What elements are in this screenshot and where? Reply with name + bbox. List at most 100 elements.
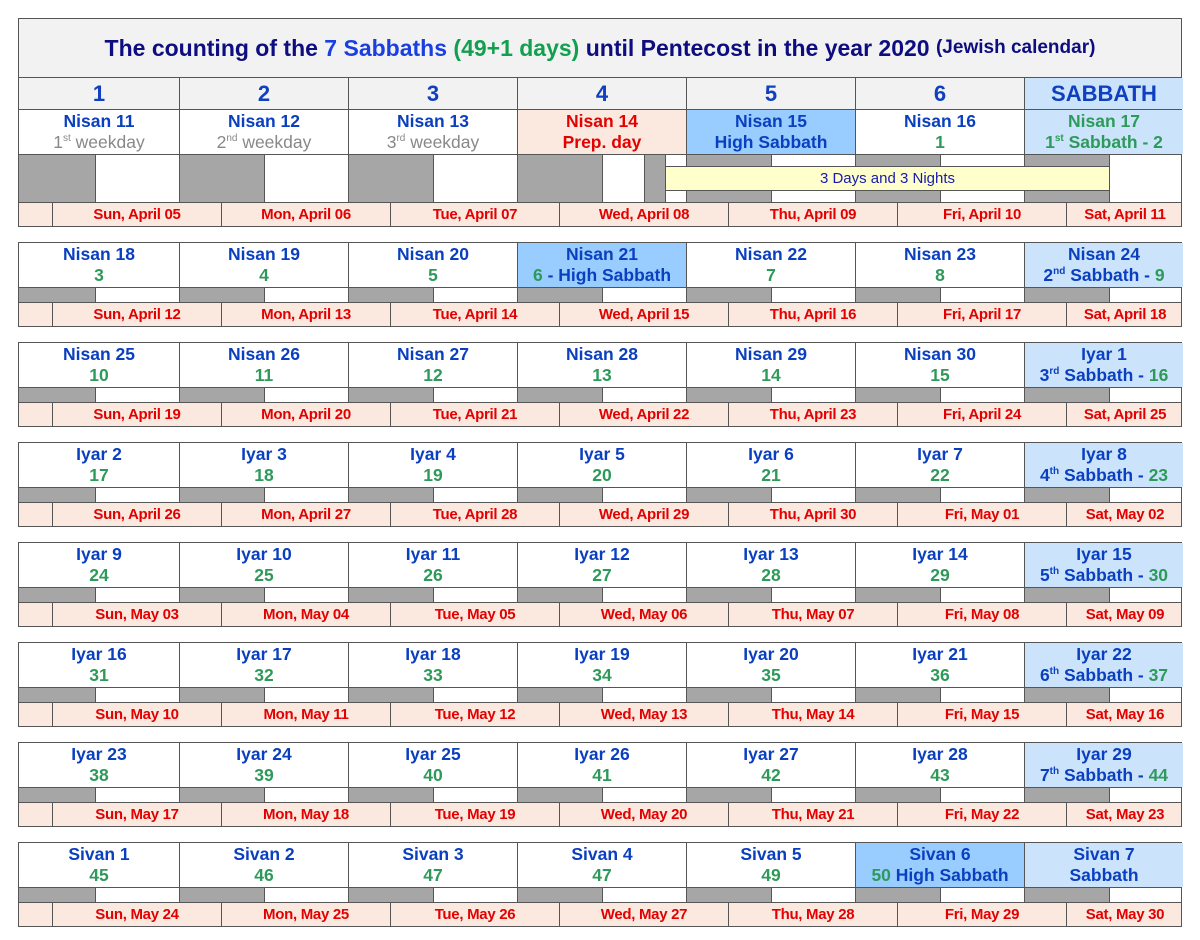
day-segment [603, 588, 686, 602]
hebrew-date: Iyar 3 [241, 444, 287, 464]
night-day-bar [349, 788, 518, 802]
day-count: 13 [518, 365, 686, 386]
day-cell: Iyar 22 6th Sabbath - 37 [1025, 643, 1183, 687]
night-segment [19, 588, 96, 602]
day-count-part: 4 [259, 265, 269, 285]
day-segment [434, 388, 517, 402]
day-count-part: 19 [423, 465, 443, 485]
night-segment [349, 155, 434, 202]
night-day-bar [687, 688, 856, 702]
day-count-part: rd [396, 133, 406, 144]
gregorian-date: Wed, May 27 [560, 903, 729, 926]
night-day-bar-row [19, 388, 1181, 403]
day-segment [96, 688, 179, 702]
gregorian-date: Wed, May 06 [560, 603, 729, 626]
day-count-part: 35 [761, 665, 781, 685]
day-cell: Iyar 3 18 [180, 443, 349, 487]
hebrew-date: Iyar 23 [71, 744, 127, 764]
gregorian-date: Tue, April 28 [391, 503, 560, 526]
column-header: 3 [349, 78, 518, 109]
day-names-row: Nisan 11 1st weekday Nisan 12 2nd weekday Ni… [19, 110, 1183, 155]
gregorian-date: Mon, May 25 [222, 903, 391, 926]
day-cell: Iyar 6 21 [687, 443, 856, 487]
day-count-part: 31 [89, 665, 109, 685]
night-segment [1025, 588, 1110, 602]
night-segment [180, 388, 265, 402]
hebrew-date: Nisan 20 [397, 244, 469, 264]
day-count: 40 [349, 765, 517, 786]
hebrew-date: Sivan 6 [909, 844, 971, 864]
hebrew-date: Nisan 19 [228, 244, 300, 264]
day-cell: Iyar 20 35 [687, 643, 856, 687]
day-count-part: th [1049, 666, 1060, 677]
day-count-part: nd [1053, 266, 1066, 277]
gregorian-date: Fri, May 22 [898, 803, 1067, 826]
night-segment [180, 588, 265, 602]
day-count: 35 [687, 665, 855, 686]
day-segment [434, 688, 517, 702]
hebrew-date: Iyar 14 [912, 544, 968, 564]
day-count-part: 32 [254, 665, 274, 685]
hebrew-date: Nisan 22 [735, 244, 807, 264]
day-count: 2nd Sabbath - 9 [1025, 265, 1183, 286]
night-day-bar [518, 388, 687, 402]
night-segment [687, 588, 772, 602]
day-names-row: Iyar 23 38 Iyar 24 39 Iyar 25 40 Iyar 26 41 Iyar… [19, 743, 1183, 788]
day-cell: Iyar 24 39 [180, 743, 349, 787]
hebrew-date: Nisan 23 [904, 244, 976, 264]
night-day-bar [1025, 888, 1183, 902]
night-day-bar [518, 488, 687, 502]
column-header-row: 1 2 3 4 5 6 SABBATH [18, 78, 1183, 110]
hebrew-date: Sivan 2 [233, 844, 295, 864]
night-segment [180, 788, 265, 802]
gregorian-date: Mon, May 04 [222, 603, 391, 626]
night-day-bar [180, 288, 349, 302]
night-day-bar [856, 688, 1025, 702]
night-day-bar [1025, 588, 1183, 602]
day-cell: Nisan 22 7 [687, 243, 856, 287]
day-count-part: High Sabbath [714, 132, 828, 152]
day-segment [96, 788, 179, 802]
hebrew-date: Iyar 1 [1081, 344, 1127, 364]
night-segment [518, 388, 603, 402]
day-cell: Nisan 13 3rd weekday [349, 110, 518, 154]
night-segment [19, 888, 96, 902]
day-cell: Sivan 2 46 [180, 843, 349, 887]
day-count: 33 [349, 665, 517, 686]
day-cell: Nisan 23 8 [856, 243, 1025, 287]
hebrew-date: Nisan 18 [63, 244, 135, 264]
gregorian-date: Mon, April 27 [222, 503, 391, 526]
date-spacer [19, 803, 53, 826]
day-count: 2nd weekday [180, 132, 348, 153]
day-count-part: 4 [1039, 465, 1050, 485]
gregorian-date: Thu, May 21 [729, 803, 898, 826]
day-count-part: weekday [237, 132, 312, 152]
hebrew-date: Nisan 29 [735, 344, 807, 364]
day-count: 25 [180, 565, 348, 586]
day-count-part: 10 [89, 365, 109, 385]
night-day-bar [180, 888, 349, 902]
day-count-part: 7 [1039, 765, 1050, 785]
day-count: 36 [856, 665, 1024, 686]
day-segment [941, 588, 1024, 602]
night-day-bar [1025, 788, 1183, 802]
day-segment [434, 788, 517, 802]
night-segment [1025, 488, 1110, 502]
day-segment [941, 888, 1024, 902]
day-segment [434, 288, 517, 302]
night-day-bar [180, 688, 349, 702]
day-segment [772, 588, 855, 602]
day-count-part: 11 [254, 365, 274, 385]
day-count: 20 [518, 465, 686, 486]
week-block: Sivan 1 45 Sivan 2 46 Sivan 3 47 Sivan 4 47 Siva… [18, 842, 1183, 927]
night-segment [349, 888, 434, 902]
day-segment [941, 788, 1024, 802]
gregorian-date: Sun, May 10 [53, 703, 222, 726]
hebrew-date: Iyar 15 [1076, 544, 1132, 564]
night-segment [856, 488, 941, 502]
date-spacer [19, 503, 53, 526]
day-count-part: 14 [761, 365, 781, 385]
hebrew-date: Iyar 18 [405, 644, 461, 664]
day-names-row: Sivan 1 45 Sivan 2 46 Sivan 3 47 Sivan 4 47 Siva… [19, 843, 1183, 888]
day-count-part: - High Sabbath [542, 265, 672, 285]
